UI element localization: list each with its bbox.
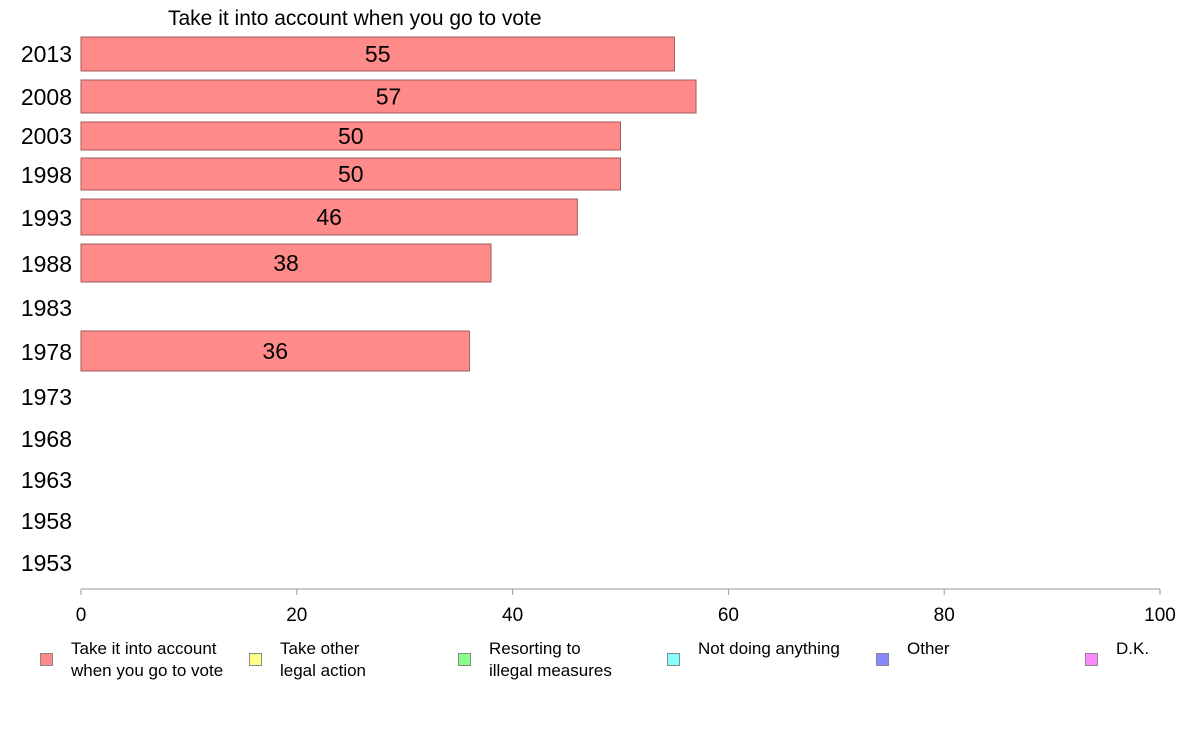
- data-label: 46: [316, 204, 342, 230]
- data-label: 55: [365, 41, 391, 67]
- chart-title: Take it into account when you go to vote: [168, 7, 542, 30]
- legend-item-illegal-measures: Resorting to illegal measures: [458, 638, 612, 682]
- x-tick-label: 100: [1144, 605, 1176, 626]
- legend-label-not-doing-anything: Not doing anything: [698, 639, 840, 658]
- bar: [80, 330, 470, 372]
- category-label: 1968: [21, 426, 72, 452]
- bar: [80, 243, 492, 283]
- category-label: 1958: [21, 508, 72, 534]
- category-label: 1953: [21, 550, 72, 576]
- legend-label-vote: Take it into account when you go to vote: [71, 639, 224, 680]
- data-label: 57: [376, 84, 402, 110]
- data-label: 38: [273, 250, 299, 276]
- legend-item-vote: Take it into account when you go to vote: [40, 638, 223, 682]
- category-label: 2003: [21, 123, 72, 149]
- data-label: 36: [262, 338, 288, 364]
- category-label: 1973: [21, 384, 72, 410]
- legend-swatch-dk: [1085, 653, 1098, 666]
- legend-swatch-vote: [40, 653, 53, 666]
- x-tick-label: 0: [76, 605, 87, 626]
- legend-label-legal-action: Take other legal action: [280, 639, 367, 680]
- x-tick-label: 40: [502, 605, 523, 626]
- legend-swatch-illegal-measures: [458, 653, 471, 666]
- bar: [80, 157, 621, 191]
- category-label: 1983: [21, 295, 72, 321]
- data-label: 50: [338, 161, 364, 187]
- x-tick-label: 20: [286, 605, 307, 626]
- legend-item-not-doing-anything: Not doing anything: [667, 638, 840, 666]
- bar: [80, 121, 621, 151]
- legend-item-other: Other: [876, 638, 950, 666]
- legend-swatch-not-doing-anything: [667, 653, 680, 666]
- legend-label-dk: D.K.: [1116, 639, 1150, 658]
- legend: Take it into account when you go to vote…: [0, 638, 1188, 688]
- legend-item-legal-action: Take other legal action: [249, 638, 366, 682]
- x-tick-label: 60: [718, 605, 739, 626]
- legend-swatch-legal-action: [249, 653, 262, 666]
- category-label: 1993: [21, 205, 72, 231]
- legend-swatch-other: [876, 653, 889, 666]
- bar: [80, 36, 675, 72]
- legend-label-other: Other: [907, 639, 950, 658]
- x-tick-label: 80: [934, 605, 955, 626]
- bar: [80, 79, 697, 114]
- data-label: 50: [338, 123, 364, 149]
- bar: [80, 198, 578, 236]
- category-label: 1998: [21, 162, 72, 188]
- category-label: 1963: [21, 467, 72, 493]
- category-label: 1978: [21, 339, 72, 365]
- legend-item-dk: D.K.: [1085, 638, 1149, 666]
- category-label: 2013: [21, 41, 72, 67]
- legend-label-illegal-measures: Resorting to illegal measures: [489, 639, 612, 680]
- category-label: 1988: [21, 251, 72, 277]
- category-label: 2008: [21, 84, 72, 110]
